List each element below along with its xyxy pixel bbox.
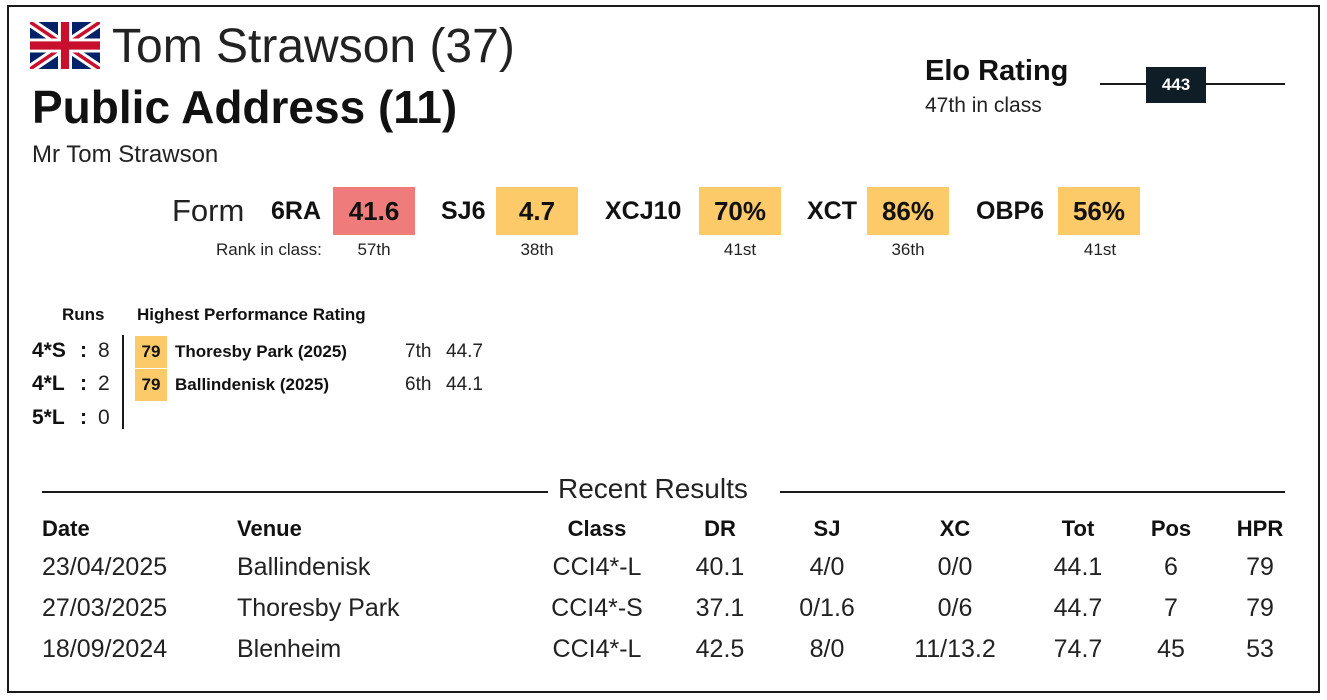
cell-sj: 4/0	[809, 553, 845, 581]
cell-tot: 74.7	[1053, 635, 1103, 663]
cell-hpr: 53	[1246, 635, 1274, 663]
runs-count: 8	[98, 339, 110, 362]
runs-row-4s: 4*S : 8	[32, 336, 110, 366]
elo-rank-in-class: 47th in class	[925, 94, 1042, 117]
cell-pos: 6	[1164, 553, 1178, 581]
hpr-score: 44.7	[446, 341, 483, 362]
cell-xc: 0/0	[937, 553, 973, 581]
cell-pos: 7	[1164, 594, 1178, 622]
cell-sj: 8/0	[809, 635, 845, 663]
owner-name: Mr Tom Strawson	[32, 141, 219, 168]
col-header-xc: XC	[939, 516, 971, 541]
col-header-venue: Venue	[237, 516, 302, 541]
stat-rank-6ra: 57th	[357, 240, 391, 259]
cell-xc: 11/13.2	[914, 635, 996, 663]
cell-venue: Blenheim	[237, 635, 342, 663]
stat-value-xct: 86%	[867, 187, 949, 235]
stat-name-sj6: SJ6	[441, 197, 486, 225]
cell-xc: 0/6	[937, 594, 973, 622]
hpr-badge: 79	[135, 336, 167, 368]
cell-date: 27/03/2025	[42, 594, 168, 622]
col-header-class: Class	[567, 516, 627, 541]
col-header-dr: DR	[704, 516, 736, 541]
cell-date: 23/04/2025	[42, 553, 168, 581]
recent-results-title: Recent Results	[558, 473, 748, 504]
cell-dr: 40.1	[695, 553, 745, 581]
cell-class: CCI4*-L	[552, 635, 642, 663]
cell-dr: 37.1	[695, 594, 745, 622]
cell-dr: 42.5	[695, 635, 745, 663]
col-header-date: Date	[42, 516, 90, 541]
cell-sj: 0/1.6	[799, 594, 855, 622]
col-header-hpr: HPR	[1236, 516, 1284, 541]
hpr-position: 6th	[405, 374, 432, 395]
cell-tot: 44.7	[1053, 594, 1103, 622]
stat-value-sj6: 4.7	[496, 187, 578, 235]
hpr-score: 44.1	[446, 374, 483, 395]
stat-rank-obp6: 41st	[1083, 240, 1117, 259]
runs-row-4l: 4*L : 2	[32, 369, 110, 399]
cell-class: CCI4*-L	[552, 553, 642, 581]
stat-rank-sj6: 38th	[520, 240, 554, 259]
col-header-tot: Tot	[1061, 516, 1095, 541]
stat-rank-xct: 36th	[891, 240, 925, 259]
stat-name-obp6: OBP6	[976, 197, 1045, 225]
stat-value-6ra: 41.6	[333, 187, 415, 235]
runs-level: 5*L	[32, 406, 65, 429]
rank-in-class-label: Rank in class:	[216, 240, 322, 259]
cell-class: CCI4*-S	[551, 594, 643, 622]
cell-hpr: 79	[1246, 553, 1274, 581]
horse-profile-card	[7, 5, 1320, 693]
cell-venue: Ballindenisk	[237, 553, 371, 581]
stat-name-xcj10: XCJ10	[605, 197, 682, 225]
runs-colon: :	[80, 406, 87, 429]
cell-hpr: 79	[1246, 594, 1274, 622]
cell-pos: 45	[1157, 635, 1185, 663]
uk-flag-icon	[30, 22, 100, 69]
runs-level: 4*S	[32, 339, 66, 362]
runs-row-5l: 5*L : 0	[32, 403, 110, 433]
cell-date: 18/09/2024	[42, 635, 168, 663]
stat-name-xct: XCT	[807, 197, 857, 225]
runs-level: 4*L	[32, 372, 65, 395]
col-header-sj: SJ	[813, 516, 841, 541]
runs-colon: :	[80, 372, 87, 395]
runs-count: 0	[98, 406, 110, 429]
elo-rating-label: Elo Rating	[925, 55, 1069, 87]
hpr-event: Ballindenisk (2025)	[175, 375, 330, 394]
cell-venue: Thoresby Park	[237, 594, 400, 622]
runs-divider	[122, 335, 124, 429]
hpr-badge: 79	[135, 369, 167, 401]
results-divider-left	[42, 491, 548, 493]
hpr-position: 7th	[405, 341, 432, 362]
rider-name: Tom Strawson (37)	[112, 20, 515, 73]
hpr-header: Highest Performance Rating	[137, 305, 366, 324]
horse-name: Public Address (11)	[32, 81, 458, 133]
elo-rating-value: 443	[1146, 67, 1206, 103]
cell-tot: 44.1	[1053, 553, 1103, 581]
col-header-pos: Pos	[1150, 516, 1192, 541]
runs-colon: :	[80, 339, 87, 362]
stat-value-obp6: 56%	[1058, 187, 1140, 235]
hpr-event: Thoresby Park (2025)	[175, 342, 347, 361]
runs-header: Runs	[62, 305, 105, 324]
results-divider-right	[780, 491, 1285, 493]
runs-count: 2	[98, 372, 110, 395]
stat-value-xcj10: 70%	[699, 187, 781, 235]
stat-name-6ra: 6RA	[271, 197, 322, 225]
stat-rank-xcj10: 41st	[723, 240, 757, 259]
form-label: Form	[172, 193, 245, 228]
